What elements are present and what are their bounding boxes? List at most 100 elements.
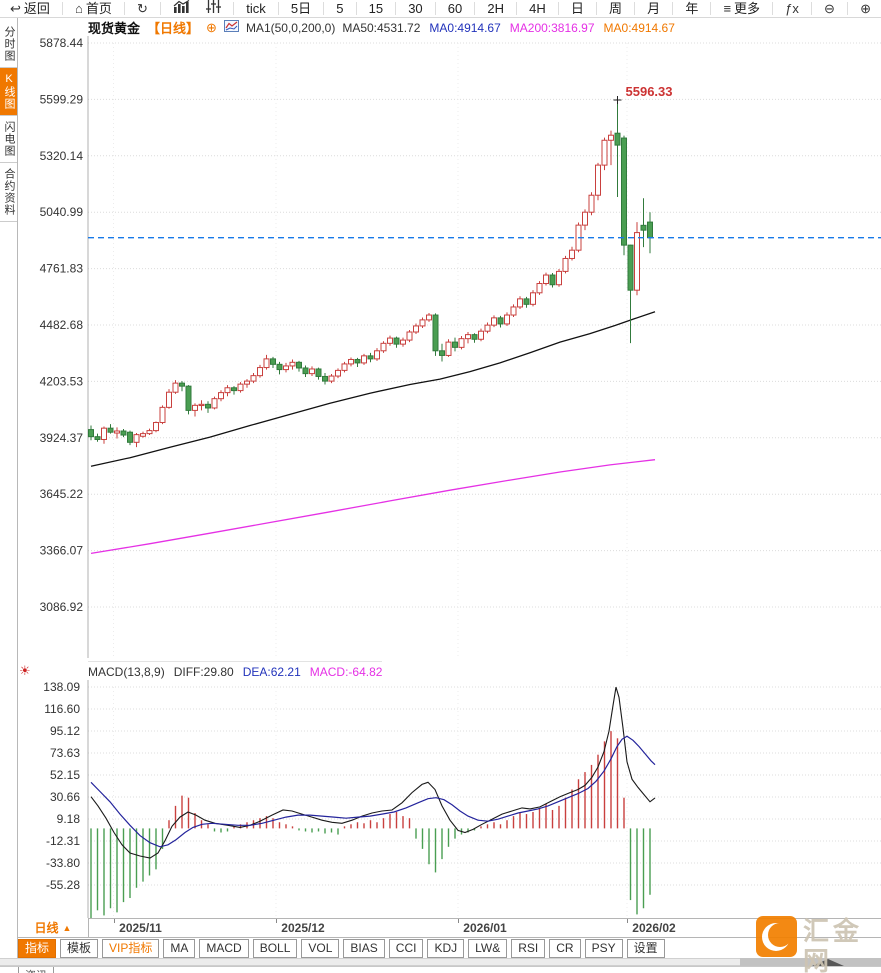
dea-line [90, 735, 656, 848]
more-button[interactable]: ≡ 更多 [719, 0, 764, 17]
back-button[interactable]: ↩ 返回 [6, 0, 54, 17]
macd-header: MACD(13,8,9) DIFF:29.80 DEA:62.21 MACD:-64… [88, 661, 383, 681]
tick-button-label: tick [246, 1, 266, 16]
tab-rsi[interactable]: RSI [511, 939, 546, 958]
svg-text:5599.29: 5599.29 [40, 92, 84, 106]
svg-text:52.15: 52.15 [50, 768, 80, 782]
sidebar-item-time-share[interactable]: 分时图 [0, 21, 17, 68]
svg-text:95.12: 95.12 [50, 724, 80, 738]
period-label: 【日线】 [147, 21, 200, 36]
svg-text:5040.99: 5040.99 [40, 205, 84, 219]
panel-expand-arrow[interactable] [812, 959, 844, 966]
period-5m-button-label: 5 [336, 1, 344, 16]
svg-text:5878.44: 5878.44 [40, 36, 84, 50]
svg-text:4203.53: 4203.53 [40, 374, 84, 388]
macd-values: DIFF:29.80 DEA:62.21 MACD:-64.82 [174, 665, 383, 679]
period-30m-button[interactable]: 30 [404, 0, 426, 17]
sidebar-item-contract-info[interactable]: 合约资料 [0, 163, 17, 222]
indicator-settings-icon[interactable]: ☀ [19, 663, 31, 678]
horizontal-scrollbar-track[interactable] [0, 958, 881, 966]
tab-bias[interactable]: BIAS [343, 939, 385, 958]
toolbar-separator [516, 2, 518, 15]
svg-text:3645.22: 3645.22 [40, 487, 84, 501]
news-tab-partial[interactable]: 资讯 [18, 967, 54, 973]
fx-button[interactable]: ƒx [781, 0, 803, 17]
tab-cr[interactable]: CR [549, 939, 581, 958]
more-button-label: 更多 [734, 1, 761, 16]
period-4h-button[interactable]: 4H [525, 0, 550, 17]
ma-value-3: MA0:4914.67 [603, 20, 675, 35]
period-30m-button-label: 30 [408, 1, 423, 16]
mini-chart-icon[interactable] [223, 20, 239, 35]
svg-text:30.66: 30.66 [50, 790, 80, 804]
period-week-button[interactable]: 周 [605, 0, 626, 17]
toolbar-separator [61, 2, 63, 15]
diff-line [90, 686, 656, 859]
ma-values: MA50:4531.72 MA0:4914.67 MA200:3816.97 MA0:… [342, 21, 675, 35]
xaxis-label-2026-02: 2026/02 [632, 921, 676, 935]
ma-value-0: MA50:4531.72 [342, 20, 421, 35]
period-selector[interactable]: 日线 ▲ [18, 918, 89, 937]
toolbar-separator [323, 2, 325, 15]
period-day-button[interactable]: 日 [567, 0, 588, 17]
tab-vol[interactable]: VOL [301, 939, 340, 958]
xaxis-label-2026-01: 2026/01 [463, 921, 507, 935]
toolbar-separator [123, 2, 125, 15]
toolbar-separator [355, 2, 357, 15]
toolbar-separator [557, 2, 559, 15]
top-toolbar: ↩ 返回 ⌂ 首页 ↻ tick 5日 5 15 30 60 2H 4H 日 周 月 年 ≡ 更多 ƒx ⊖ ⊕ [0, 0, 881, 18]
macd-value-0: DIFF:29.80 [173, 665, 234, 679]
tab-ma[interactable]: MA [163, 939, 196, 958]
indicator-tabs: 指标 模板 VIP指标 MA MACD BOLL VOL BIAS CCI KDJ LW& RSI CR… [18, 939, 665, 958]
period-15m-button-label: 15 [368, 1, 384, 16]
refresh-button[interactable]: ↻ [133, 0, 152, 17]
more-icon: ≡ [723, 1, 732, 16]
zoom-in-icon: ⊕ [860, 1, 871, 16]
svg-text:4761.83: 4761.83 [40, 262, 84, 276]
tab-kdj[interactable]: KDJ [427, 939, 465, 958]
tab-lw[interactable]: LW& [468, 939, 508, 958]
tab-macd[interactable]: MACD [199, 939, 249, 958]
chart-type-sidebar: 分时图 K线图 闪电图 合约资料 [0, 18, 18, 958]
bottom-divider [0, 966, 881, 967]
tab-psy[interactable]: PSY [584, 939, 623, 958]
period-15m-button[interactable]: 15 [365, 0, 387, 17]
candles [88, 99, 653, 448]
sidebar-item-kline[interactable]: K线图 [0, 68, 17, 116]
tab-boll[interactable]: BOLL [252, 939, 298, 958]
period-4h-button-label: 4H [529, 1, 546, 16]
macd-chart-canvas[interactable]: 138.09 116.60 95.12 73.63 52.15 30.66 9.18 -12.… [0, 680, 881, 918]
period-2h-button[interactable]: 2H [483, 0, 508, 17]
period-day-button-label: 日 [570, 1, 584, 16]
zoom-out-button[interactable]: ⊖ [820, 0, 839, 17]
period-year-button[interactable]: 年 [681, 0, 702, 17]
back-button-label: 返回 [23, 1, 50, 16]
bar-chart-button[interactable] [169, 0, 194, 17]
sidebar-item-lightning[interactable]: 闪电图 [0, 116, 17, 163]
toolbar-separator [395, 2, 397, 15]
tab-cci[interactable]: CCI [388, 939, 424, 958]
period-60m-button[interactable]: 60 [444, 0, 466, 17]
period-week-button-label: 周 [609, 1, 623, 16]
period-5m-button[interactable]: 5 [332, 0, 347, 17]
period-month-button[interactable]: 月 [643, 0, 664, 17]
price-chart-canvas[interactable]: 5878.44 5599.29 5320.14 5040.99 4761.83 4482.… [0, 36, 881, 658]
tab-indicator[interactable]: 指标 [18, 939, 57, 958]
price-grid: 5878.44 5599.29 5320.14 5040.99 4761.83 4482.… [40, 36, 881, 658]
home-button[interactable]: ⌂ 首页 [71, 0, 116, 17]
svg-text:4482.68: 4482.68 [40, 318, 84, 332]
tab-settings[interactable]: 设置 [626, 939, 665, 958]
tab-template[interactable]: 模板 [60, 939, 99, 958]
toolbar-separator [710, 2, 712, 15]
tick-button[interactable]: tick [242, 0, 270, 17]
horizontal-scrollbar-handle[interactable] [740, 958, 881, 966]
add-indicator-icon[interactable]: ⊕ [206, 19, 217, 35]
tab-vip-indicator[interactable]: VIP指标 [102, 939, 160, 958]
period-5d-button[interactable]: 5日 [287, 0, 315, 17]
zoom-in-button[interactable]: ⊕ [856, 0, 875, 17]
candlestick-button[interactable] [202, 0, 225, 17]
toolbar-separator [772, 2, 774, 15]
xaxis-label-2025-12: 2025/12 [281, 921, 325, 935]
refresh-icon: ↻ [137, 1, 148, 16]
svg-text:3924.37: 3924.37 [40, 431, 84, 445]
